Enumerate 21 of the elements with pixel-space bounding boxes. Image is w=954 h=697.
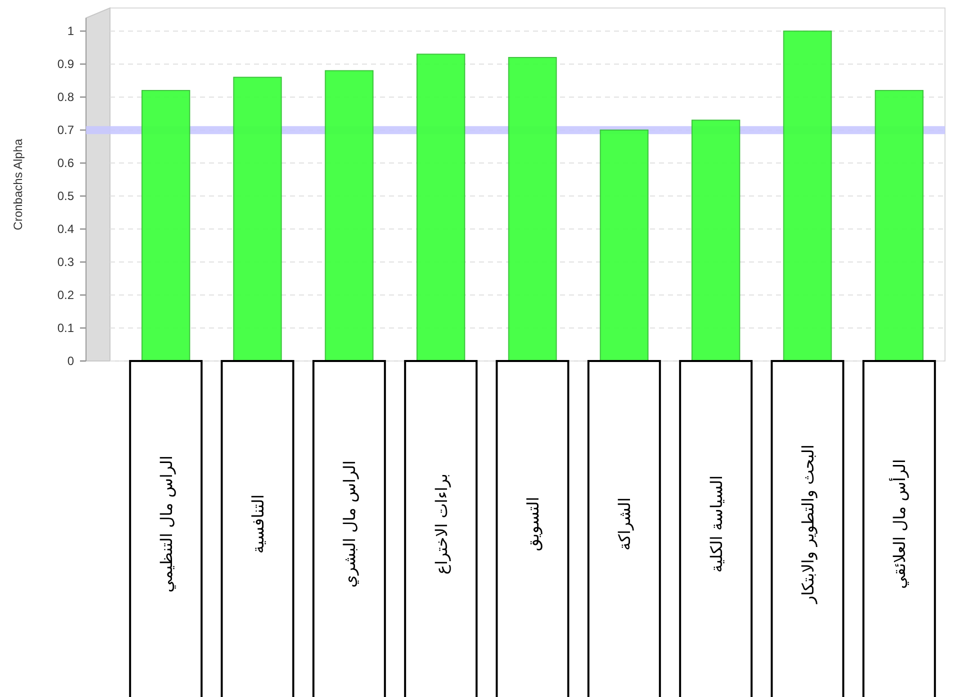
- x-tick-label: البحث والتطوير والابتكار: [798, 444, 818, 604]
- y-tick-label: 0.8: [57, 90, 74, 104]
- y-tick-label: 0.5: [57, 189, 74, 204]
- y-tick-label: 0.4: [57, 222, 74, 236]
- x-tick-label: السياسة الكلية: [706, 475, 726, 573]
- x-tick-label: الشراكة: [615, 497, 634, 551]
- y-tick-label: 0.7: [57, 123, 74, 138]
- x-tick-label: التنافسية: [248, 494, 268, 554]
- x-tick-label: براءات الاختراع: [432, 474, 451, 574]
- x-tick-label: الرأس مال العلائقي: [889, 459, 910, 589]
- y-tick-label: 0: [67, 354, 74, 368]
- y-tick-label: 0.3: [57, 255, 74, 270]
- y-tick-label: 0.6: [57, 156, 74, 170]
- y-tick-label: 1: [67, 24, 74, 38]
- y-tick-label: 0.1: [57, 321, 74, 336]
- x-tick-label: الراس مال التنظيمي: [156, 456, 176, 592]
- x-tick-label: التسويق: [524, 496, 542, 552]
- y-tick-label: 0.9: [57, 57, 74, 72]
- y-tick-label: 0.2: [57, 288, 74, 302]
- y-axis-title: Cronbachs Alpha: [11, 138, 25, 230]
- x-tick-label: الراس مال البشري: [340, 460, 360, 588]
